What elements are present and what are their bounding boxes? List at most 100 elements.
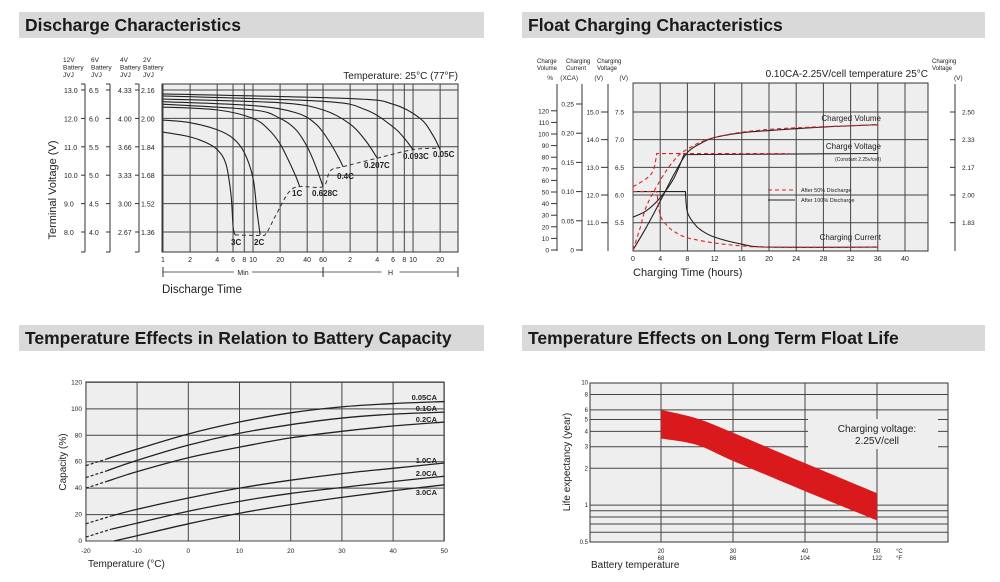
discharge-axis-header: 6V (91, 57, 100, 64)
capacity-rate-label: 0.1CA (416, 404, 438, 413)
discharge-y-tick-label: 6.0 (89, 116, 99, 123)
discharge-x-tick-label: 6 (231, 257, 235, 264)
discharge-y-tick-label: 4.33 (118, 88, 132, 95)
float-right-tick-label: 2.00 (962, 193, 975, 200)
float-curve-voltage_6v-50pct (632, 152, 790, 188)
discharge-y-tick-label: 8.0 (64, 230, 74, 237)
capacity-x-tick-label: 10 (236, 548, 244, 555)
discharge-y-tick-label: 2.00 (141, 116, 155, 123)
float-y-tick-label: 30 (542, 213, 550, 220)
discharge-x-tick-label: 2 (188, 257, 192, 264)
life-y-tick-label: 3 (585, 445, 589, 451)
discharge-y-tick-label: 1.52 (141, 202, 155, 209)
float-x-tick-label: 36 (874, 256, 882, 263)
float-curve-voltage_6v-100pct (632, 152, 878, 218)
capacity-curve-1.0CA (111, 462, 445, 517)
header-float-life: Temperature Effects on Long Term Float L… (522, 325, 985, 351)
discharge-y-tick-label: 11.0 (64, 145, 77, 152)
float-label-charging-current: Charging Current (820, 233, 882, 242)
discharge-y-tick-label: 1.68 (141, 173, 155, 180)
capacity-y-tick-label: 80 (75, 432, 83, 439)
life-y-tick-label: 4 (585, 429, 589, 435)
header-discharge: Discharge Characteristics (19, 12, 484, 38)
life-x-tick-fahrenheit: 104 (800, 556, 811, 562)
float-right-tick-label: 1.83 (962, 220, 975, 227)
life-y-tick-label: 5 (585, 418, 589, 424)
float-x-tick-label: 0 (631, 256, 635, 263)
capacity-y-axis-label: Capacity (%) (58, 433, 69, 490)
life-y-tick-label: 0.5 (580, 540, 589, 546)
float-y-tick-label: 12.0 (586, 193, 599, 200)
float-curve-current_ca-50pct (633, 191, 878, 248)
discharge-y-tick-label: 12.0 (64, 116, 78, 123)
discharge-x-tick-label: 2 (348, 257, 352, 264)
capacity-curve-3.0CA (113, 484, 445, 542)
float-condition-note: 0.10CA-2.25V/cell temperature 25°C (766, 69, 928, 80)
discharge-axis-header: Battery (120, 65, 141, 72)
discharge-plot-area (161, 83, 459, 253)
discharge-range-label-bg (234, 267, 253, 276)
discharge-x-tick-label: 60 (319, 257, 327, 264)
capacity-curve-extrapolated-0.2CA (85, 480, 107, 489)
life-x-unit-celsius: °C (896, 549, 903, 555)
life-x-tick-celsius: 20 (658, 549, 665, 555)
capacity-x-axis-label: Temperature (°C) (88, 559, 165, 570)
discharge-end-voltage-line (234, 147, 441, 237)
discharge-x-tick-label: 20 (276, 257, 284, 264)
discharge-rate-label: 3C (231, 238, 241, 247)
float-axis-header: Charging (566, 59, 590, 65)
life-y-tick-label: 6 (585, 408, 589, 414)
float-x-tick-label: 32 (847, 256, 855, 263)
discharge-range-label: H (388, 270, 393, 277)
capacity-y-tick-label: 100 (71, 406, 82, 413)
capacity-x-tick-label: 0 (186, 548, 190, 555)
float-right-tick-label: 2.17 (962, 165, 975, 172)
capacity-y-tick-label: 40 (75, 485, 83, 492)
capacity-y-tick-label: 20 (75, 512, 83, 519)
float-x-tick-label: 28 (820, 256, 828, 263)
discharge-rate-label: 0.4C (337, 172, 354, 181)
life-x-tick-fahrenheit: 68 (658, 556, 665, 562)
float-right-axis-header: Charging (932, 59, 956, 65)
discharge-axis-header: JVJ (120, 72, 131, 79)
discharge-y-tick-label: 4.00 (118, 116, 132, 123)
capacity-curve-extrapolated-0.05CA (85, 458, 107, 467)
discharge-rate-label: 0.207C (364, 161, 390, 170)
float-y-tick-label: 70 (542, 166, 550, 173)
discharge-y-tick-label: 6.5 (89, 88, 99, 95)
life-y-tick-label: 2 (585, 466, 589, 472)
capacity-y-tick-label: 60 (75, 459, 83, 466)
float-axis-unit: (V) (619, 75, 628, 82)
capacity-x-tick-label: 50 (441, 548, 449, 555)
discharge-y-tick-label: 3.33 (118, 173, 132, 180)
life-x-unit-fahrenheit: °F (896, 556, 902, 562)
float-y-tick-label: 7.0 (615, 137, 624, 144)
float-x-tick-label: 16 (738, 256, 746, 263)
discharge-y-tick-label: 4.0 (89, 230, 99, 237)
float-x-tick-label: 8 (685, 256, 689, 263)
float-y-tick-label: 50 (542, 190, 550, 197)
discharge-axis-header: JVJ (63, 72, 74, 79)
float-y-tick-label: 6.5 (615, 165, 624, 172)
discharge-curve-0.207C (162, 98, 378, 159)
float-y-tick-label: 10 (542, 236, 550, 243)
discharge-axis-header: 4V (120, 57, 129, 64)
discharge-curve-1C (162, 106, 301, 187)
float-y-tick-label: 60 (542, 178, 550, 185)
discharge-axis-header: 12V (63, 57, 75, 64)
capacity-rate-label: 0.05CA (412, 393, 438, 402)
float-y-tick-label: 80 (542, 155, 550, 162)
discharge-curve-0.628C (162, 103, 324, 187)
discharge-x-tick-label: 8 (402, 257, 406, 264)
capacity-x-tick-label: -10 (132, 548, 142, 555)
life-charging-voltage-value: 2.25V/cell (855, 436, 899, 447)
float-curve-volume_pct-50pct (632, 124, 878, 251)
discharge-x-tick-label: 4 (215, 257, 219, 264)
float-y-tick-label: 0.15 (561, 160, 574, 167)
float-axis-header: Charging (597, 59, 621, 65)
float-y-tick-label: 15.0 (586, 110, 599, 117)
discharge-rate-label: 0.05C (433, 150, 455, 159)
capacity-rate-label: 0.2CA (416, 415, 438, 424)
capacity-y-tick-label: 120 (71, 379, 82, 386)
float-x-tick-label: 20 (765, 256, 773, 263)
